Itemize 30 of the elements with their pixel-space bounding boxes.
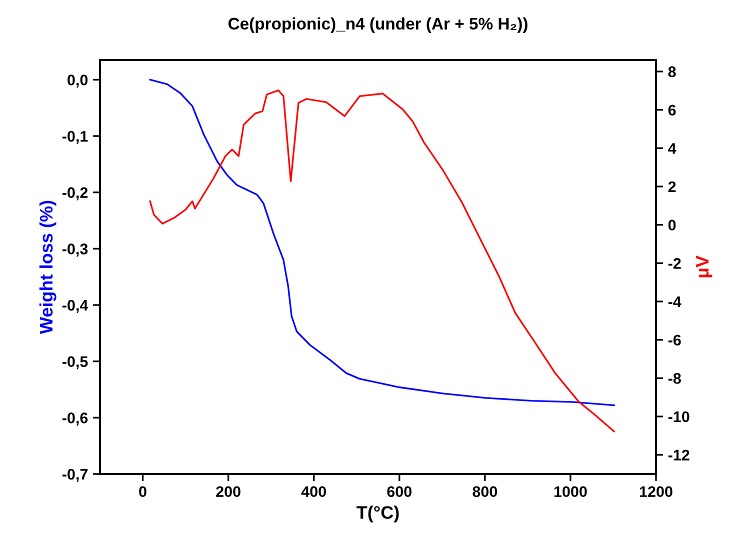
- x-tick-label: 400: [301, 486, 326, 498]
- y-tick-label: 0,0: [68, 74, 88, 88]
- x-tick-label: 600: [387, 486, 412, 498]
- x-tick-label: 200: [216, 486, 240, 498]
- y-tick-label: -0,4: [62, 300, 88, 313]
- y2-tick-label: -12: [668, 450, 690, 460]
- y-tick-label: -0,7: [62, 468, 88, 482]
- y2-tick-label: -10: [668, 411, 690, 422]
- y-tick-label: -0,1: [62, 130, 88, 144]
- y2-tick-label: -8: [668, 373, 681, 384]
- y2-tick-label: 6: [668, 104, 676, 116]
- x-tick-label: 0: [139, 486, 146, 498]
- y-tick-label: -0,3: [62, 244, 88, 257]
- x-tick-label: 800: [472, 486, 498, 498]
- x-tick-label: 1000: [554, 486, 587, 498]
- y2-tick-label: 0: [668, 220, 676, 231]
- y2-axis-title: μV: [696, 256, 712, 278]
- y2-tick-label: 8: [668, 66, 676, 78]
- y2-tick-label: 4: [668, 143, 676, 154]
- y-axis-title: Weight loss (%): [39, 200, 56, 334]
- x-tick-label: 1200: [640, 486, 672, 498]
- y-tick-label: -0,6: [62, 412, 88, 426]
- y-tick-label: -0,2: [62, 187, 88, 200]
- x-axis-title: T(°C): [356, 506, 399, 522]
- y-tick-label: -0,5: [62, 356, 88, 370]
- y2-tick-label: 2: [668, 181, 676, 192]
- y2-tick-label: -2: [668, 258, 681, 269]
- y2-tick-label: -4: [668, 296, 682, 308]
- y2-tick-label: -6: [668, 334, 681, 346]
- chart-title: Ce(propionic)_n4 (under (Ar + 5% H₂)): [228, 17, 528, 33]
